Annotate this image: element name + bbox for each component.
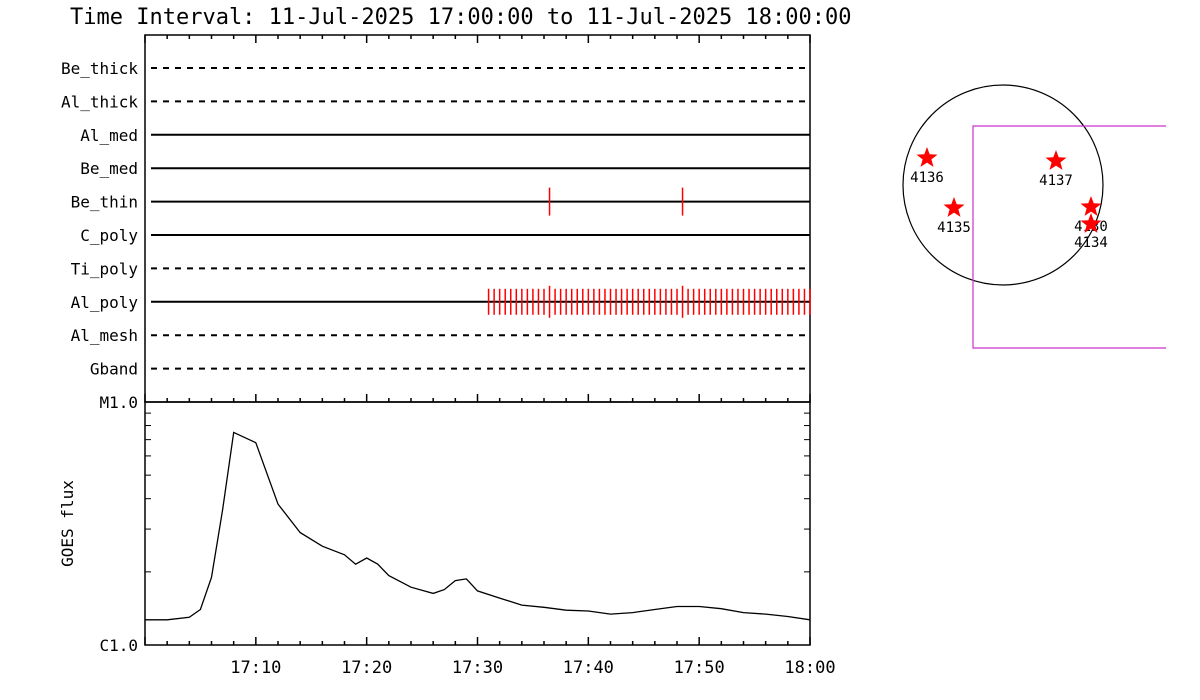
goes-flux-series	[145, 431, 811, 621]
region-label: 4136	[910, 170, 944, 186]
timeline-row-label: Al_thick	[61, 92, 138, 111]
goes-flux-plot: C1.0 M1.0 GOES flux 17:10 17:20 17:30 17:40 17:…	[58, 393, 836, 678]
timeline-row-label: Be_thin	[71, 193, 138, 212]
goes-y-axis-label: GOES flux	[58, 480, 77, 567]
goes-x-tick-label: 17:10	[230, 658, 281, 678]
timeline-row-label: Ti_poly	[71, 259, 139, 278]
timeline-row-label: Al_med	[80, 126, 138, 145]
region-label: 4137	[1039, 173, 1073, 189]
timeline-frame	[144, 34, 811, 403]
region-star-marker	[1045, 150, 1067, 170]
goes-frame	[144, 401, 811, 646]
region-label: 4135	[937, 220, 971, 236]
chart-title: Time Interval: 11-Jul-2025 17:00:00 to 1…	[70, 5, 851, 30]
goes-y-tick-label: C1.0	[99, 636, 138, 655]
timeline-row-label: Al_poly	[71, 293, 139, 312]
timeline-row-label: Be_med	[80, 159, 138, 178]
timeline-row-label: Al_mesh	[71, 326, 138, 345]
sun-map: 41364137413541304134	[902, 84, 1166, 349]
field-of-view-box	[972, 125, 1166, 349]
goes-x-tick-label: 17:50	[674, 658, 725, 678]
region-star-marker	[1080, 196, 1102, 216]
timeline-row-label: Gband	[90, 360, 138, 379]
solar-disk-outline	[902, 84, 1104, 286]
goes-x-tick-label: 17:40	[563, 658, 614, 678]
timeline-row-label: C_poly	[80, 226, 138, 245]
region-star-marker	[916, 147, 938, 167]
region-star-marker	[1080, 213, 1102, 233]
region-label: 4134	[1074, 235, 1108, 251]
timeline-row-label: Be_thick	[61, 59, 138, 78]
goes-x-tick-label: 17:30	[452, 658, 503, 678]
goes-x-tick-label: 18:00	[784, 658, 835, 678]
goes-x-tick-label: 17:20	[341, 658, 392, 678]
attenuator-timeline: Be_thick Al_thick Al_med Be_med Be_thin C_pol…	[61, 34, 811, 403]
region-star-marker	[943, 197, 965, 217]
goes-y-tick-label: M1.0	[99, 393, 138, 412]
